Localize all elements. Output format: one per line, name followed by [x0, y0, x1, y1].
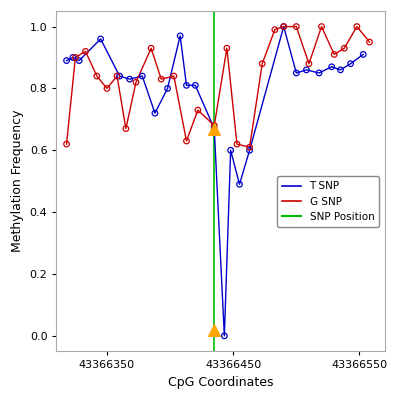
Point [104, 85, 110, 92]
Point [123, 126, 129, 132]
Point [183, 138, 190, 144]
Point [318, 23, 325, 30]
Point [221, 333, 228, 339]
Point [126, 76, 133, 82]
Point [366, 39, 373, 45]
Point [63, 57, 70, 64]
Point [148, 45, 154, 52]
Point [116, 73, 123, 79]
Point [211, 326, 218, 333]
X-axis label: CpG Coordinates: CpG Coordinates [168, 376, 273, 389]
Point [337, 67, 344, 73]
Point [183, 82, 190, 88]
Point [360, 51, 366, 58]
Point [293, 70, 300, 76]
Point [139, 73, 146, 79]
Point [94, 73, 100, 79]
Point [158, 76, 164, 82]
Point [76, 57, 82, 64]
Point [228, 147, 234, 154]
Point [303, 67, 310, 73]
Point [293, 23, 300, 30]
Point [114, 73, 120, 79]
Y-axis label: Methylation Frequency: Methylation Frequency [11, 110, 24, 252]
Point [306, 60, 312, 67]
Point [280, 23, 287, 30]
Point [98, 36, 104, 42]
Point [280, 23, 287, 30]
Point [211, 122, 218, 129]
Point [341, 45, 348, 52]
Point [195, 107, 201, 113]
Point [224, 45, 230, 52]
Legend: T SNP, G SNP, SNP Position: T SNP, G SNP, SNP Position [277, 176, 380, 227]
Point [82, 48, 89, 54]
Point [347, 60, 354, 67]
Point [272, 26, 278, 33]
Point [331, 51, 337, 58]
Point [152, 110, 158, 116]
Point [354, 23, 360, 30]
Point [171, 73, 177, 79]
Point [236, 181, 243, 188]
Point [259, 60, 266, 67]
Point [72, 54, 78, 61]
Point [192, 82, 198, 88]
Point [211, 126, 218, 132]
Point [211, 126, 218, 132]
Point [246, 144, 253, 150]
Point [246, 147, 253, 154]
Point [316, 70, 322, 76]
Point [63, 141, 70, 147]
Point [70, 54, 76, 61]
Point [328, 64, 335, 70]
Point [164, 85, 171, 92]
Point [133, 79, 139, 86]
Point [177, 33, 183, 39]
Point [234, 141, 240, 147]
